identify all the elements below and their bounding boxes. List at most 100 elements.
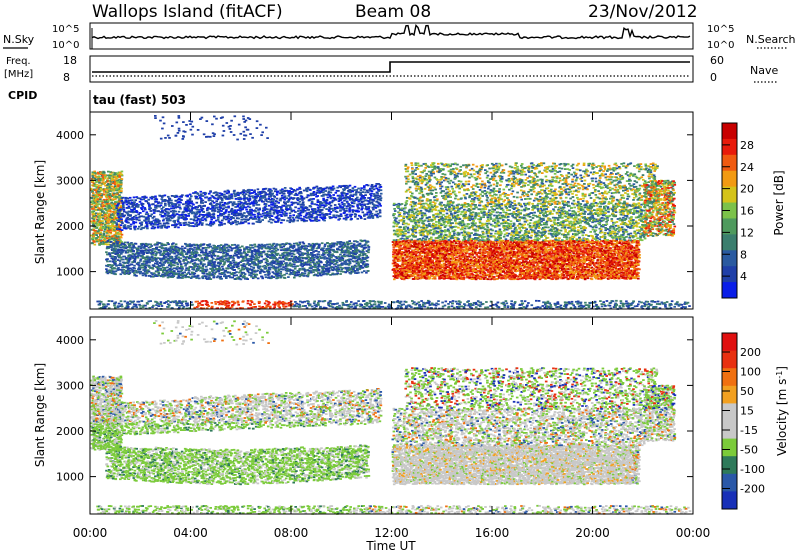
power-cell (292, 218, 296, 221)
power-cell (371, 203, 375, 206)
power-cell (175, 249, 178, 252)
power-cell (128, 257, 132, 259)
power-cell (401, 269, 404, 272)
power-cell (313, 256, 316, 259)
power-cell (297, 212, 300, 215)
power-cell (91, 217, 94, 220)
power-cell (167, 248, 171, 251)
power-cell (347, 250, 350, 252)
power-cell (204, 219, 208, 222)
power-cell (404, 259, 408, 262)
power-cell (393, 272, 397, 274)
power-cell (364, 264, 368, 267)
power-cell (102, 234, 106, 236)
power-cell (285, 249, 288, 251)
power-cell (212, 221, 216, 223)
power-cell (193, 212, 197, 215)
power-cell (248, 248, 252, 251)
power-cell (104, 203, 107, 206)
power-cell (156, 241, 159, 244)
power-cell (180, 251, 184, 253)
power-cell (307, 256, 310, 259)
power-cell (114, 197, 118, 200)
power-cell (397, 249, 400, 251)
power-cell (128, 207, 131, 209)
power-cell (253, 248, 257, 251)
power-cell (393, 260, 396, 262)
power-cell (220, 272, 224, 274)
power-cell (349, 213, 352, 216)
power-cell (94, 221, 97, 224)
power-cell (109, 173, 112, 176)
power-cell (181, 267, 184, 270)
power-cell (248, 268, 252, 270)
power-cell (94, 206, 98, 208)
power-cell (269, 198, 272, 201)
power-cell (283, 187, 287, 189)
power-cell (137, 216, 141, 219)
power-cell (365, 254, 368, 257)
power-cell (321, 254, 324, 257)
power-cell (236, 220, 240, 223)
power-cell (210, 256, 214, 259)
power-cell (170, 246, 174, 249)
power-cell (113, 235, 117, 238)
power-cell (231, 209, 235, 212)
power-cell (274, 270, 278, 273)
power-cell (325, 186, 329, 189)
power-cell (131, 246, 134, 249)
power-cell (253, 274, 257, 277)
power-cell (110, 218, 113, 221)
power-cell (115, 235, 119, 238)
power-cell (155, 246, 159, 249)
power-cell (156, 269, 160, 271)
power-cell (135, 196, 139, 198)
power-cell (189, 218, 193, 221)
power-cell (302, 219, 306, 221)
power-cell (211, 200, 214, 203)
power-cell (313, 186, 316, 189)
power-cell (318, 243, 321, 246)
power-cell (146, 260, 149, 263)
power-cell (186, 244, 190, 246)
power-cell (159, 269, 163, 271)
power-cell (177, 258, 181, 261)
power-cell (224, 251, 228, 254)
power-cell (144, 258, 147, 261)
power-cell (247, 271, 251, 274)
nave-label: Nave (750, 64, 778, 77)
power-cell (257, 249, 260, 251)
power-cell (313, 216, 317, 219)
power-cell (276, 243, 280, 246)
power-cell (325, 208, 328, 210)
power-cell (91, 238, 95, 241)
power-cell (392, 246, 396, 248)
power-cell (367, 246, 371, 248)
power-cell (375, 210, 378, 213)
power-cell (241, 221, 245, 224)
power-cell (315, 268, 319, 271)
power-cell (394, 245, 397, 248)
power-cell (118, 214, 122, 217)
power-cell (95, 183, 99, 186)
power-cell (297, 215, 301, 218)
power-cell (198, 265, 201, 268)
power-cell (95, 226, 99, 229)
power-cell (179, 207, 182, 210)
power-cell (198, 277, 201, 280)
power-cell (360, 208, 363, 211)
power-cell (233, 243, 237, 246)
power-cell (110, 177, 114, 179)
power-cell (352, 199, 355, 201)
power-cell (298, 275, 302, 278)
power-cell (372, 199, 375, 202)
power-cell (207, 197, 211, 200)
power-cell (135, 274, 138, 277)
power-cell (168, 199, 171, 201)
power-cell (126, 212, 129, 215)
power-cell (267, 212, 270, 215)
power-cell (257, 267, 260, 269)
power-cell (290, 201, 293, 204)
power-cell (260, 269, 264, 272)
power-cell (337, 248, 340, 251)
